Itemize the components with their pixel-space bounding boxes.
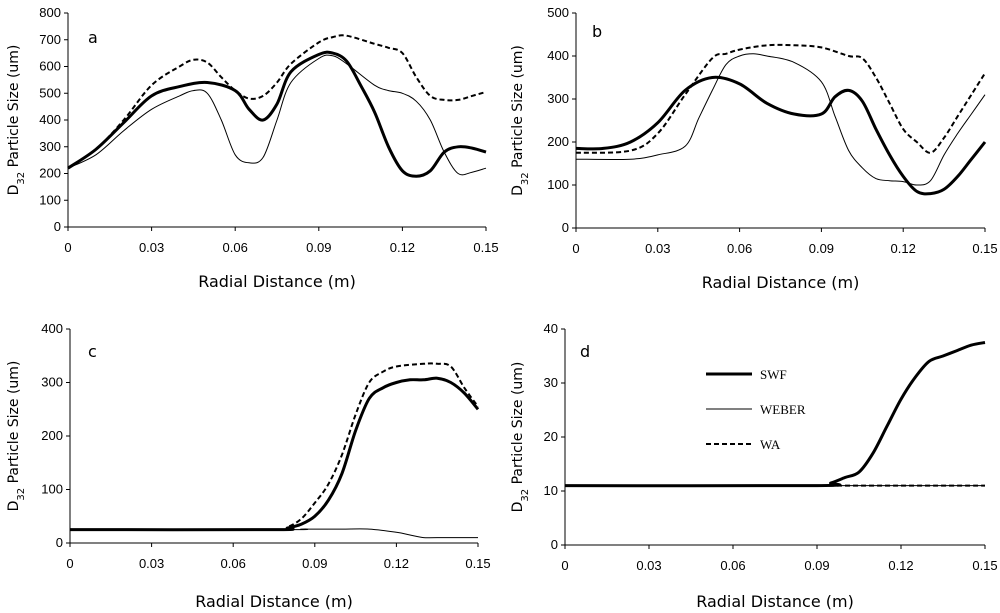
x-tick-label: 0.09 <box>804 558 829 573</box>
y-tick-label: 100 <box>39 192 61 207</box>
y-tick-label: 200 <box>41 428 63 443</box>
x-tick-label: 0.12 <box>888 558 913 573</box>
y-tick-label: 600 <box>39 59 61 74</box>
x-tick-label: 0.09 <box>302 556 327 571</box>
x-tick-label: 0.15 <box>473 240 498 255</box>
y-tick-label: 400 <box>41 321 63 336</box>
x-axis-label: Radial Distance (m) <box>696 592 854 611</box>
chart-panel-a: 0 100 200 300 400 500 600 700 800 0 0.03 0.06 0.09 0.… <box>6 5 499 291</box>
x-tick-label: 0.03 <box>645 241 670 256</box>
series-line-wa <box>69 362 479 531</box>
series-line-weber <box>575 53 986 186</box>
y-tick-label: 300 <box>39 139 61 154</box>
x-tick-label: 0.06 <box>727 241 752 256</box>
x-tick-label: 0 <box>561 558 568 573</box>
x-axis-label: Radial Distance (m) <box>195 592 353 611</box>
y-axis-label: D32 Particle Size (um) <box>6 45 27 196</box>
y-tick-label: 400 <box>39 112 61 127</box>
series-line-weber <box>67 54 487 176</box>
series-line-wa <box>67 34 487 170</box>
legend-label-wa: WA <box>760 437 781 452</box>
x-tick-label: 0.12 <box>384 556 409 571</box>
y-tick-label: 30 <box>544 375 558 390</box>
y-tick-label: 20 <box>544 429 558 444</box>
series-line-swf <box>67 50 487 178</box>
x-tick-label: 0 <box>572 241 579 256</box>
y-tick-label: 40 <box>544 321 558 336</box>
panel-label: d <box>580 342 590 361</box>
series-line-swf <box>69 376 480 532</box>
y-axis-label: D32 Particle Size (um) <box>510 45 531 196</box>
y-tick-label: 500 <box>547 5 569 20</box>
y-tick-label: 500 <box>39 85 61 100</box>
series-line-swf <box>575 75 987 196</box>
legend-label-weber: WEBER <box>760 402 806 417</box>
chart-panel-b: 0 100 200 300 400 500 0 0.03 0.06 0.09 0.12 0.15 Rad… <box>510 5 998 292</box>
x-tick-label: 0.15 <box>465 556 490 571</box>
y-tick-label: 300 <box>547 91 569 106</box>
y-tick-label: 0 <box>54 219 61 234</box>
x-tick-label: 0.09 <box>306 240 331 255</box>
y-tick-label: 0 <box>562 220 569 235</box>
panel-label: c <box>88 342 97 361</box>
x-tick-label: 0.15 <box>972 241 997 256</box>
x-tick-label: 0.06 <box>223 240 248 255</box>
x-axis-label: Radial Distance (m) <box>198 272 356 291</box>
chart-panel-c: 0 100 200 300 400 0 0.03 0.06 0.09 0.12 0.15 Radial… <box>6 321 491 611</box>
series-line-wa <box>575 43 986 154</box>
x-tick-label: 0 <box>66 556 73 571</box>
x-tick-label: 0.06 <box>720 558 745 573</box>
panel-label: a <box>88 28 98 47</box>
y-axis-label: D32 Particle Size (um) <box>6 361 27 512</box>
y-tick-label: 300 <box>41 375 63 390</box>
x-tick-label: 0.12 <box>891 241 916 256</box>
y-tick-label: 100 <box>41 482 63 497</box>
x-tick-label: 0.12 <box>390 240 415 255</box>
y-tick-label: 200 <box>39 166 61 181</box>
chart-panel-d: 0 10 20 30 40 0 0.03 0.06 0.09 0.12 0.15 Radial Dis… <box>510 321 998 611</box>
x-tick-label: 0 <box>64 240 71 255</box>
y-tick-label: 100 <box>547 177 569 192</box>
y-tick-label: 0 <box>56 535 63 550</box>
x-tick-label: 0.06 <box>221 556 246 571</box>
y-tick-label: 10 <box>544 483 558 498</box>
y-tick-label: 0 <box>551 537 558 552</box>
x-tick-label: 0.09 <box>809 241 834 256</box>
x-axis-label: Radial Distance (m) <box>702 273 860 292</box>
x-tick-label: 0.15 <box>972 558 997 573</box>
x-tick-label: 0.03 <box>139 240 164 255</box>
y-tick-label: 700 <box>39 32 61 47</box>
y-axis-label: D32 Particle Size (um) <box>510 362 531 513</box>
panel-label: b <box>592 22 602 41</box>
x-tick-label: 0.03 <box>139 556 164 571</box>
legend-label-swf: SWF <box>760 367 787 382</box>
y-tick-label: 400 <box>547 48 569 63</box>
y-tick-label: 800 <box>39 5 61 20</box>
x-tick-label: 0.03 <box>636 558 661 573</box>
y-tick-label: 200 <box>547 134 569 149</box>
